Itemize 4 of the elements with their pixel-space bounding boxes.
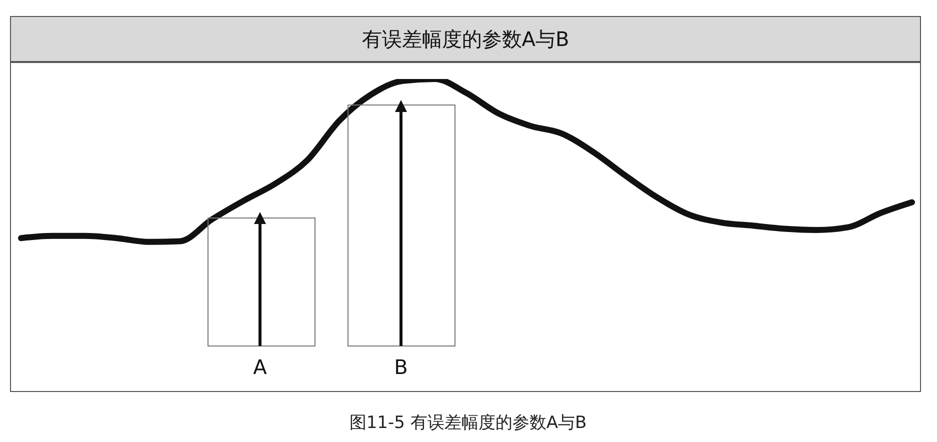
annotation: A: [253, 355, 268, 379]
annotation: B: [394, 355, 408, 379]
caption: 图11-5 有误差幅度的参数A与B: [349, 413, 587, 433]
chart-title: 有误差幅度的参数A与B: [10, 16, 921, 62]
